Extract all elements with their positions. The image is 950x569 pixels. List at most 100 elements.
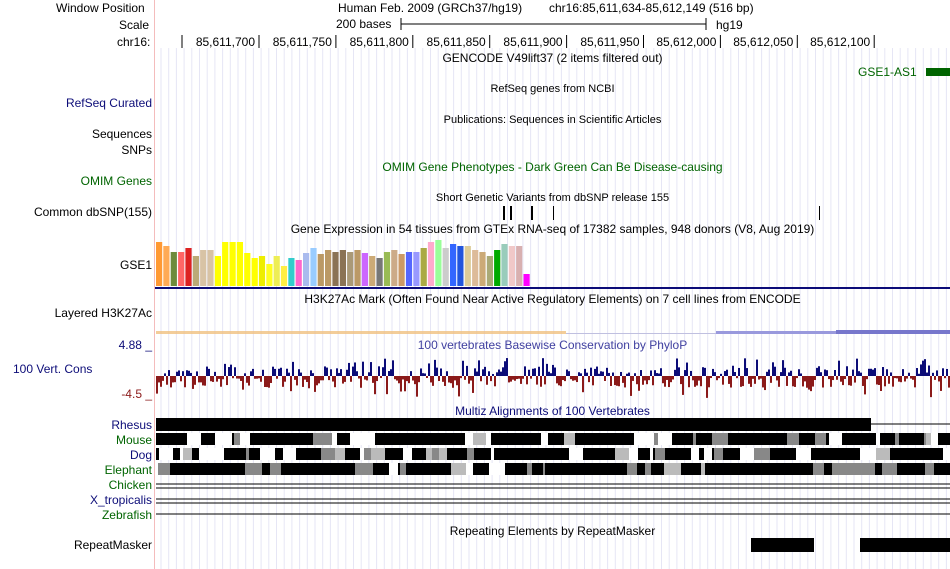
- alignment-elephant: [201, 463, 217, 475]
- conservation-neg-bar: [570, 376, 572, 380]
- conservation-neg-bar: [752, 376, 754, 379]
- alignment-dog: [546, 448, 548, 460]
- conservation-neg-bar: [156, 376, 158, 394]
- conservation-neg-bar: [512, 376, 514, 380]
- conservation-neg-bar: [812, 376, 814, 387]
- alignment-dog: [585, 448, 590, 460]
- alignment-mouse: [758, 433, 760, 445]
- alignment-elephant: [752, 463, 755, 475]
- conservation-neg-bar: [742, 376, 744, 387]
- conservation-neg-bar: [218, 376, 220, 379]
- conservation-neg-bar: [750, 376, 752, 387]
- conservation-pos-bar: [600, 371, 602, 376]
- ruler-tick-label: 85,611,950: [580, 35, 640, 49]
- alignment-mouse: [491, 433, 503, 445]
- conservation-pos-bar: [654, 370, 656, 376]
- conservation-neg-bar: [728, 376, 730, 384]
- alignment-mouse: [399, 433, 407, 445]
- omim-track-label[interactable]: OMIM Genes: [80, 174, 152, 188]
- conservation-pos-bar: [548, 371, 550, 376]
- snps-track-label[interactable]: SNPs: [121, 143, 152, 157]
- conservation-neg-bar: [404, 376, 406, 392]
- conservation-pos-bar: [178, 370, 180, 376]
- conservation-neg-bar: [806, 376, 808, 388]
- alignment-dog: [647, 448, 650, 460]
- species-label-zebrafish[interactable]: Zebrafish: [101, 508, 152, 522]
- species-label-chicken[interactable]: Chicken: [108, 478, 152, 492]
- conservation-neg-bar: [328, 376, 330, 381]
- species-label-mouse[interactable]: Mouse: [115, 433, 152, 447]
- alignment-dog: [283, 448, 296, 460]
- species-label-elephant[interactable]: Elephant: [104, 463, 152, 477]
- conservation-neg-bar: [854, 376, 856, 383]
- conservation-pos-bar: [504, 361, 506, 376]
- conservation-neg-bar: [158, 376, 160, 383]
- conservation-neg-bar: [642, 376, 644, 385]
- conservation-pos-bar: [820, 372, 822, 376]
- conservation-neg-bar: [610, 376, 612, 386]
- alignment-mouse: [696, 433, 703, 445]
- window-position-value: chr16:85,611,634-85,612,149 (516 bp): [549, 1, 754, 15]
- conservation-neg-bar: [648, 376, 650, 381]
- alignment-dog: [180, 448, 183, 460]
- gtex-tissue-bar: [185, 248, 192, 286]
- conservation-neg-bar: [212, 376, 214, 382]
- alignment-elephant: [718, 463, 720, 475]
- alignment-mouse: [712, 433, 728, 445]
- conservation-neg-bar: [814, 376, 816, 381]
- alignment-dog: [358, 448, 360, 460]
- gene-label-gse1-as1[interactable]: GSE1-AS1: [858, 65, 917, 79]
- gtex-tissue-bar: [383, 252, 391, 286]
- alignment-mouse: [867, 433, 876, 445]
- conservation-pos-bar: [496, 372, 498, 376]
- conservation-neg-bar: [888, 376, 890, 384]
- species-label-dog[interactable]: Dog: [129, 448, 152, 462]
- conservation-pos-bar: [362, 361, 364, 376]
- conservation-pos-bar: [874, 368, 876, 376]
- gtex-tissue-bar: [450, 244, 457, 286]
- conservation-neg-bar: [460, 376, 462, 379]
- conservation-neg-bar: [220, 376, 222, 387]
- gtex-track-label[interactable]: GSE1: [119, 258, 152, 272]
- alignment-elephant: [846, 463, 861, 475]
- conservation-neg-bar: [376, 376, 378, 382]
- h3k27ac-signal: [836, 330, 950, 334]
- conservation-pos-bar: [352, 366, 354, 376]
- alignment-mouse: [654, 433, 658, 445]
- repeatmasker-track-label[interactable]: RepeatMasker: [73, 538, 152, 552]
- alignment-mouse: [926, 433, 931, 445]
- alignment-elephant: [610, 463, 627, 475]
- conservation-pos-bar: [872, 369, 874, 376]
- alignment-elephant: [158, 463, 170, 475]
- alignment-mouse: [418, 433, 425, 445]
- conservation-track-label[interactable]: 100 Vert. Cons: [13, 362, 93, 376]
- species-label-x-tropicalis[interactable]: X_tropicalis: [89, 493, 152, 507]
- conservation-neg-bar: [630, 376, 632, 396]
- alignment-mouse: [250, 433, 256, 445]
- sequences-track-label[interactable]: Sequences: [91, 127, 152, 141]
- conservation-pos-bar: [620, 371, 622, 376]
- alignment-dog: [629, 448, 638, 460]
- conservation-pos-bar: [676, 358, 678, 376]
- species-label-rhesus[interactable]: Rhesus: [111, 418, 152, 432]
- alignment-dog: [572, 448, 583, 460]
- alignment-mouse: [575, 433, 581, 445]
- conservation-pos-bar: [230, 364, 232, 376]
- conservation-pos-bar: [542, 358, 544, 376]
- alignment-elephant: [720, 463, 729, 475]
- conservation-neg-bar: [470, 376, 472, 381]
- conservation-pos-bar: [310, 370, 312, 376]
- alignment-elephant: [284, 463, 291, 475]
- alignment-elephant: [451, 463, 466, 475]
- conservation-neg-bar: [270, 376, 272, 383]
- alignment-elephant: [270, 463, 281, 475]
- h3k27ac-track-label[interactable]: Layered H3K27Ac: [54, 306, 152, 320]
- conservation-neg-bar: [222, 376, 224, 380]
- dbsnp-track-label[interactable]: Common dbSNP(155): [33, 205, 152, 219]
- alignment-dog: [432, 448, 439, 460]
- conservation-pos-bar: [788, 372, 790, 376]
- refseq-track-label[interactable]: RefSeq Curated: [65, 96, 152, 110]
- gencode-track-title: GENCODE V49lift37 (2 items filtered out): [442, 51, 663, 65]
- conservation-neg-bar: [662, 376, 664, 384]
